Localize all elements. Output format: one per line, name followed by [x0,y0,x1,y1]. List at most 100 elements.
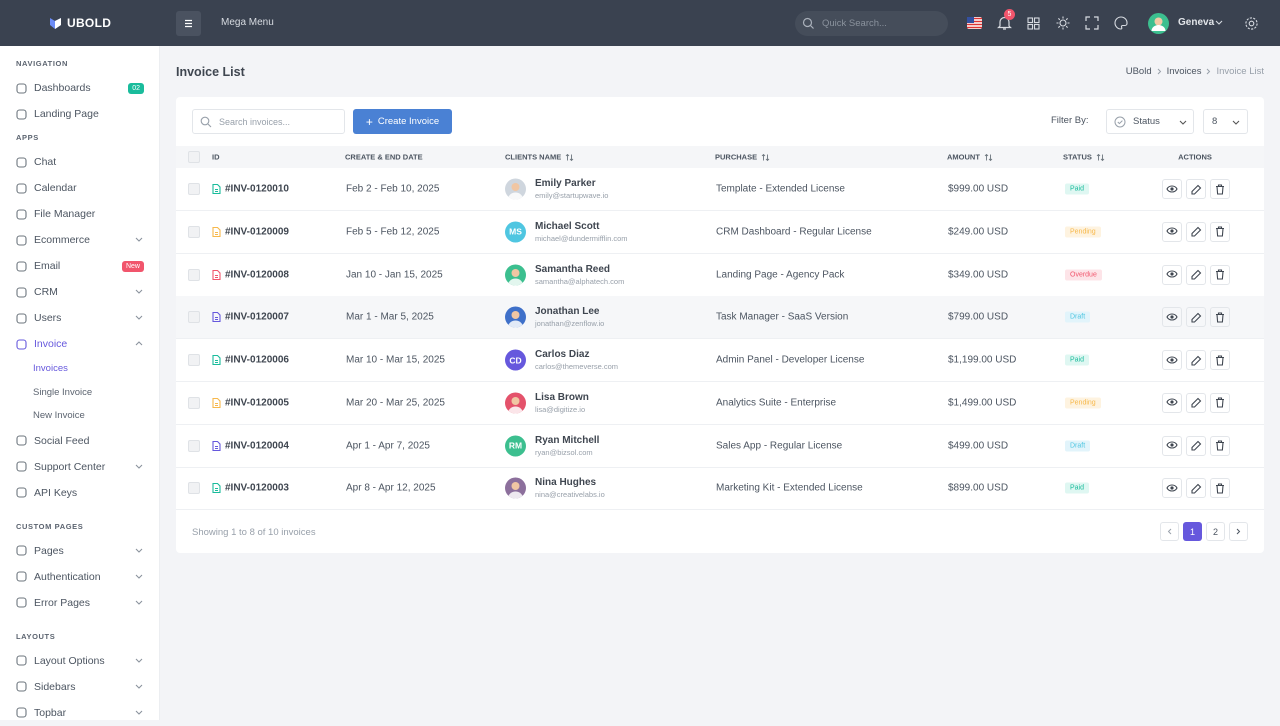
client-name[interactable]: Nina Hughes [535,477,597,489]
quick-search[interactable]: Quick Search... [795,11,948,36]
edit-button[interactable] [1186,179,1206,199]
column-header[interactable]: CLIENTS NAME [505,152,574,161]
delete-button[interactable] [1210,264,1230,285]
sidebar-item[interactable]: CRM [0,279,159,305]
sidebar-badge: 02 [128,82,144,94]
sidebar-item[interactable]: Chat [0,149,159,175]
client-name[interactable]: Samantha Reed [535,263,611,275]
sidebar-item[interactable]: Authentication [0,564,159,590]
sidebar-item[interactable]: Calendar [0,175,159,201]
row-checkbox[interactable] [188,183,200,195]
settings-icon[interactable] [1244,16,1259,31]
view-button[interactable] [1162,478,1182,499]
flag-icon[interactable] [967,17,982,29]
delete-button[interactable] [1210,307,1230,328]
row-checkbox[interactable] [188,268,200,281]
edit-button[interactable] [1186,392,1206,413]
invoice-id[interactable]: #INV-0120009 [212,226,289,237]
theme-icon[interactable] [1056,16,1070,30]
menu-toggle[interactable] [176,11,201,36]
invoice-id[interactable]: #INV-0120010 [212,184,289,195]
sidebar-item[interactable]: Support Center [0,454,159,480]
edit-button[interactable] [1186,307,1206,328]
column-header[interactable]: STATUS [1063,152,1105,161]
apps-icon[interactable] [1027,17,1040,30]
row-checkbox[interactable] [188,225,200,238]
delete-button[interactable] [1210,478,1230,499]
user-name[interactable]: Geneva [1178,17,1215,28]
client-name[interactable]: Carlos Diaz [535,349,590,360]
row-checkbox[interactable] [188,482,200,495]
invoice-id[interactable]: #INV-0120006 [212,355,289,366]
invoice-id[interactable]: #INV-0120007 [212,312,289,323]
sidebar-item[interactable]: Ecommerce [0,227,159,253]
delete-button[interactable] [1210,350,1230,370]
page-button[interactable]: 1 [1183,522,1202,541]
client-name[interactable]: Emily Parker [535,178,596,189]
breadcrumb-item[interactable]: UBold [1125,66,1152,77]
delete-button[interactable] [1210,179,1230,199]
user-avatar[interactable] [1148,13,1169,34]
sidebar-item[interactable]: Layout Options [0,648,159,674]
row-checkbox[interactable] [188,396,200,409]
prev-page[interactable] [1160,522,1179,541]
column-header[interactable]: PURCHASE [715,152,770,161]
invoice-id[interactable]: #INV-0120004 [212,440,289,451]
row-checkbox[interactable] [188,439,200,452]
sidebar-item[interactable]: Error Pages [0,590,159,616]
sidebar-item[interactable]: Dashboards 02 [0,75,159,101]
page-button[interactable]: 2 [1206,522,1225,541]
view-button[interactable] [1162,221,1182,242]
row-checkbox[interactable] [188,311,200,324]
view-button[interactable] [1162,307,1182,328]
sidebar-item[interactable]: Invoice [0,331,159,357]
sidebar-item[interactable]: Landing Page [0,101,159,127]
client-name[interactable]: Ryan Mitchell [535,434,600,446]
sidebar-subitem[interactable]: New Invoice [33,410,85,421]
delete-button-icon [1216,312,1224,323]
invoice-id[interactable]: #INV-0120008 [212,269,289,280]
sidebar-label: Invoice [34,338,68,350]
view-button[interactable] [1162,264,1182,285]
invoice-id[interactable]: #INV-0120005 [212,397,289,408]
view-button[interactable] [1162,350,1182,370]
invoice-search[interactable]: Search invoices... [192,109,345,134]
sidebar-item[interactable]: API Keys [0,480,159,506]
edit-button[interactable] [1186,264,1206,285]
view-button[interactable] [1162,435,1182,456]
edit-button[interactable] [1186,221,1206,242]
breadcrumb-item[interactable]: Invoices [1166,66,1202,77]
delete-button[interactable] [1210,392,1230,413]
sidebar-item[interactable]: Sidebars [0,674,159,700]
status-select[interactable]: Status [1106,109,1194,134]
select-all-checkbox[interactable] [188,151,200,163]
view-button[interactable] [1162,392,1182,413]
edit-button[interactable] [1186,478,1206,499]
edit-button[interactable] [1186,435,1206,456]
page-size-select[interactable]: 8 [1203,109,1248,134]
next-page[interactable] [1229,522,1248,541]
client-name[interactable]: Michael Scott [535,220,600,232]
create-invoice-button[interactable]: + Create Invoice [353,109,452,134]
fullscreen-icon[interactable] [1085,16,1099,30]
sidebar-item[interactable]: File Manager [0,201,159,227]
sidebar-subitem[interactable]: Single Invoice [33,386,93,398]
invoice-id[interactable]: #INV-0120003 [212,483,289,494]
client-name[interactable]: Jonathan Lee [535,306,600,318]
sidebar-item[interactable]: Pages [0,538,159,564]
view-button[interactable] [1162,179,1182,199]
sidebar-item[interactable]: Topbar [0,700,159,726]
delete-button[interactable] [1210,221,1230,242]
sidebar-item[interactable]: Email New [0,253,159,279]
view-button-icon [1166,270,1178,278]
edit-button[interactable] [1186,350,1206,370]
mega-menu[interactable]: Mega Menu [221,17,274,28]
delete-button[interactable] [1210,435,1230,456]
sidebar-item[interactable]: Users [0,305,159,331]
palette-icon[interactable] [1114,16,1128,30]
sidebar-item[interactable]: Social Feed [0,428,159,454]
sidebar-subitem[interactable]: Invoices [33,363,68,374]
client-name[interactable]: Lisa Brown [535,391,589,403]
row-checkbox[interactable] [188,354,200,366]
column-header[interactable]: AMOUNT [947,152,993,161]
